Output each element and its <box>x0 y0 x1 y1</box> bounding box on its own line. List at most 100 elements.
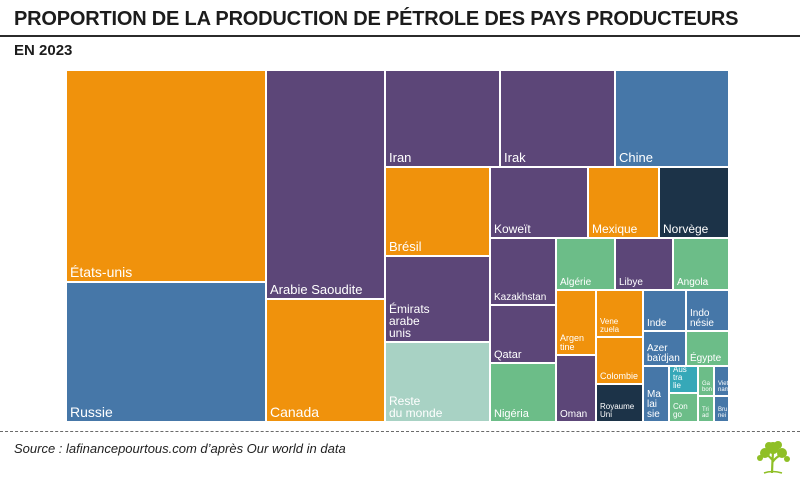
tile-rect-vietnam <box>715 367 728 395</box>
tile-rect-gabon <box>699 367 713 395</box>
tile-rect-brunei <box>715 397 728 421</box>
tile-koweit: Koweït <box>491 168 587 237</box>
tile-algerie: Algérie <box>557 239 614 289</box>
tile-brunei: Bru nei <box>715 397 728 421</box>
tile-label-brunei: Bru nei <box>718 407 727 419</box>
tile-label-kazakhstan: Kazakhstan <box>494 292 546 303</box>
tile-label-colombie: Colombie <box>600 371 638 381</box>
tile-congo: Con go <box>670 394 697 421</box>
tile-reste-du-monde: Reste du monde <box>386 343 489 421</box>
tile-label-egypte: Égypte <box>690 351 722 364</box>
tile-chine: Chine <box>616 71 728 166</box>
tile-label-emirats-arabe-unis: Émirats arabe unis <box>389 301 430 340</box>
tile-argentine: Argen tine <box>557 291 595 354</box>
footer-divider <box>0 431 800 432</box>
tile-label-chine: Chine <box>619 150 653 165</box>
tile-rect-trinidad <box>699 397 713 421</box>
tile-oman: Oman <box>557 356 595 421</box>
tile-label-nigeria: Nigéria <box>494 408 530 420</box>
tile-rect-egypte <box>687 332 728 365</box>
tile-label-etats-unis: États-unis <box>70 264 132 280</box>
tile-norvege: Norvège <box>660 168 728 237</box>
tile-rect-reste-du-monde <box>386 343 489 421</box>
tile-label-canada: Canada <box>270 404 319 420</box>
chart-title: PROPORTION DE LA PRODUCTION DE PÉTROLE D… <box>14 8 739 30</box>
tile-rect-kazakhstan <box>491 239 555 304</box>
tile-label-argentine: Argen tine <box>560 333 584 352</box>
tile-rect-indonesie <box>687 291 728 330</box>
tile-label-indonesie: Indo nésie <box>690 308 714 329</box>
tile-etats-unis: États-unis <box>67 71 265 281</box>
tile-rect-emirats-arabe-unis <box>386 257 489 341</box>
tile-label-arabie-saoudite: Arabie Saoudite <box>270 282 363 297</box>
tile-arabie-saoudite: Arabie Saoudite <box>267 71 384 298</box>
tile-venezuela: Vene zuela <box>597 291 642 336</box>
tile-iran: Iran <box>386 71 499 166</box>
tile-russie: Russie <box>67 283 265 421</box>
tile-rect-norvege <box>660 168 728 237</box>
tree-logo-icon <box>757 441 790 474</box>
tile-rect-colombie <box>597 338 642 383</box>
tile-rect-bresil <box>386 168 489 255</box>
tile-rect-chine <box>616 71 728 166</box>
tile-rect-congo <box>670 394 697 421</box>
tile-egypte: Égypte <box>687 332 728 365</box>
tile-rect-nigeria <box>491 364 555 421</box>
tile-rect-etats-unis <box>67 71 265 281</box>
tile-inde: Inde <box>644 291 685 330</box>
tile-label-libye: Libye <box>619 277 643 288</box>
tile-label-qatar: Qatar <box>494 349 522 361</box>
tile-royaume-uni: Royaume Uni <box>597 385 642 421</box>
tile-rect-royaume-uni <box>597 385 642 421</box>
tile-rect-arabie-saoudite <box>267 71 384 298</box>
tile-label-inde: Inde <box>647 318 667 329</box>
tile-trinidad: Tri ad <box>699 397 713 421</box>
tile-label-bresil: Brésil <box>389 239 422 254</box>
tile-vietnam: Viet nam <box>715 367 730 395</box>
tile-label-royaume-uni: Royaume Uni <box>600 402 635 419</box>
tile-mexique: Mexique <box>589 168 658 237</box>
tile-rect-inde <box>644 291 685 330</box>
tile-canada: Canada <box>267 300 384 421</box>
tile-rect-koweit <box>491 168 587 237</box>
tile-angola: Angola <box>674 239 728 289</box>
tile-rect-azerbaidjan <box>644 332 685 365</box>
tile-gabon: Ga bon <box>699 367 713 395</box>
tile-label-australie: Aus tra lie <box>673 365 687 390</box>
tile-emirats-arabe-unis: Émirats arabe unis <box>386 257 489 341</box>
tile-label-gabon: Ga bon <box>702 381 712 393</box>
tile-label-angola: Angola <box>677 277 709 288</box>
tile-label-irak: Irak <box>504 150 526 165</box>
tile-kazakhstan: Kazakhstan <box>491 239 555 304</box>
tile-rect-angola <box>674 239 728 289</box>
tile-rect-iran <box>386 71 499 166</box>
tile-indonesie: Indo nésie <box>687 291 728 330</box>
tile-label-russie: Russie <box>70 404 113 420</box>
tile-rect-argentine <box>557 291 595 354</box>
tile-label-oman: Oman <box>560 409 587 420</box>
tile-rect-irak <box>501 71 614 166</box>
tile-label-malaisie: Ma lai sie <box>647 389 661 420</box>
tile-label-azerbaidjan: Azer baïdjan <box>647 343 680 364</box>
tile-label-mexique: Mexique <box>592 222 638 236</box>
tile-label-koweit: Koweït <box>494 222 531 236</box>
tile-qatar: Qatar <box>491 306 555 362</box>
tile-malaisie: Ma lai sie <box>644 367 668 421</box>
tile-bresil: Brésil <box>386 168 489 255</box>
tile-label-norvege: Norvège <box>663 222 709 236</box>
tile-label-trinidad: Tri ad <box>702 407 709 419</box>
tile-label-vietnam: Viet nam <box>718 381 730 393</box>
title-divider <box>0 35 800 37</box>
tile-irak: Irak <box>501 71 614 166</box>
tile-rect-mexique <box>589 168 658 237</box>
tile-libye: Libye <box>616 239 672 289</box>
tile-rect-venezuela <box>597 291 642 336</box>
tile-label-algerie: Algérie <box>560 277 592 288</box>
source-note: Source : lafinancepourtous.com d’après O… <box>14 441 346 456</box>
tile-azerbaidjan: Azer baïdjan <box>644 332 685 365</box>
tile-label-venezuela: Vene zuela <box>600 317 620 334</box>
tile-australie: Aus tra lie <box>670 365 697 392</box>
tile-rect-canada <box>267 300 384 421</box>
tile-rect-qatar <box>491 306 555 362</box>
